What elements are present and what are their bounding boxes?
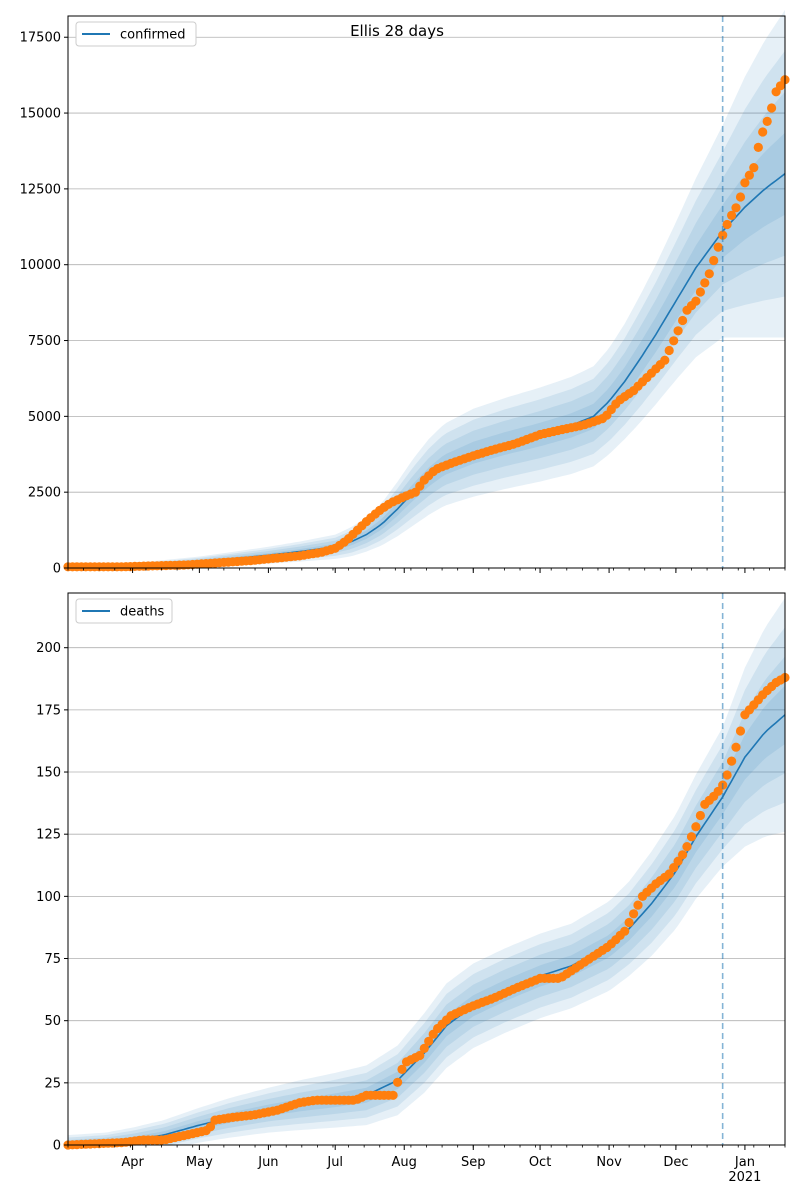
confirmed-observed-point <box>744 170 755 180</box>
deaths-observed-point <box>415 1050 425 1061</box>
deaths-observed-point <box>664 869 674 879</box>
deaths-observed-point <box>629 909 639 919</box>
deaths-observed-point <box>424 1036 434 1046</box>
deaths-legend-box <box>75 598 173 624</box>
confirmed-legend-box <box>75 21 197 47</box>
confirmed-ytick-label: 15000 <box>20 107 61 122</box>
deaths-xtick-label: May <box>186 1155 213 1170</box>
confirmed-legend: confirmed <box>75 21 197 47</box>
deaths-legend-label: deaths <box>120 605 165 620</box>
confirmed-ytick-label: 0 <box>53 562 61 577</box>
deaths-xtick-label: 2021 <box>728 1170 761 1185</box>
deaths-observed-point <box>682 842 692 852</box>
deaths-observed-point <box>722 770 732 780</box>
deaths-band-0 <box>68 598 785 1145</box>
deaths-ytick-label: 200 <box>36 641 61 656</box>
deaths-xtick-label: Jan <box>734 1155 755 1170</box>
confirmed-ytick-label: 17500 <box>20 31 61 46</box>
deaths-ytick-label: 175 <box>36 703 61 718</box>
confirmed-observed-point <box>740 178 750 188</box>
confirmed-ytick-label: 2500 <box>28 486 61 501</box>
deaths-observed-point <box>727 756 737 766</box>
deaths-observed-point <box>397 1064 407 1074</box>
deaths-observed-point <box>673 856 683 866</box>
deaths-xtick-label: Jul <box>326 1155 343 1170</box>
deaths-xtick-label: Aug <box>392 1155 417 1170</box>
confirmed-observed-point <box>722 219 732 230</box>
confirmed-observed-point <box>731 203 741 213</box>
confirmed-observed-points <box>63 75 790 572</box>
deaths-observed-point <box>624 917 634 928</box>
deaths-observed-point <box>393 1077 403 1087</box>
confirmed-observed-point <box>669 336 679 346</box>
deaths-observed-point <box>691 822 701 832</box>
deaths-observed-point <box>678 850 688 860</box>
confirmed-observed-point <box>758 127 768 137</box>
confirmed-ytick-label: 7500 <box>28 334 61 349</box>
deaths-xtick-label: Sep <box>461 1155 486 1170</box>
deaths-xtick-label: Jun <box>257 1155 278 1170</box>
confirmed-observed-point <box>735 192 746 202</box>
confirmed-band-0 <box>68 9 785 568</box>
confirmed-chart: 0 2500 5000 7500 10000 12500 15000 17500 confir… <box>20 9 790 577</box>
deaths-grid <box>68 647 785 1146</box>
confirmed-observed-point <box>762 116 772 126</box>
confirmed-band-1 <box>68 50 785 568</box>
confirmed-observed-point <box>678 315 688 326</box>
confirmed-y-axis: 0 2500 5000 7500 10000 12500 15000 17500 <box>20 31 68 577</box>
deaths-xtick-label: Oct <box>529 1155 551 1170</box>
deaths-xtick-label: Nov <box>596 1155 622 1170</box>
deaths-ytick-label: 0 <box>53 1139 61 1154</box>
confirmed-observed-point <box>749 163 759 173</box>
deaths-observed-point <box>633 900 643 910</box>
confirmed-observed-point <box>727 210 737 220</box>
deaths-ytick-label: 125 <box>36 828 61 843</box>
deaths-legend: deaths <box>75 598 173 624</box>
confirmed-observed-point <box>660 355 670 365</box>
deaths-observed-point <box>419 1043 429 1053</box>
figure-title: Ellis 28 days <box>350 22 444 40</box>
deaths-observed-point <box>388 1090 398 1100</box>
deaths-ytick-label: 100 <box>36 890 61 905</box>
confirmed-observed-point <box>691 296 701 306</box>
confirmed-x-axis <box>67 568 786 573</box>
confirmed-observed-point <box>704 269 714 279</box>
deaths-xtick-label: Dec <box>663 1155 688 1170</box>
deaths-y-axis: 0 25 50 75 100 125 150 175 200 <box>36 641 68 1154</box>
confirmed-ytick-label: 5000 <box>28 410 61 425</box>
confirmed-observed-point <box>709 255 719 266</box>
deaths-observed-point <box>669 863 679 873</box>
confirmed-observed-point <box>753 142 763 152</box>
confirmed-observed-point <box>700 278 710 288</box>
confirmed-observed-point <box>664 345 674 356</box>
confirmed-ytick-label: 12500 <box>20 182 61 197</box>
deaths-observed-point <box>620 926 630 936</box>
deaths-observed-point <box>695 810 706 821</box>
deaths-ytick-label: 150 <box>36 766 61 781</box>
deaths-observed-point <box>205 1122 216 1132</box>
deaths-observed-point <box>686 832 697 842</box>
confirmed-legend-label: confirmed <box>120 28 186 43</box>
confirmed-observed-point <box>695 287 706 297</box>
deaths-xtick-label: Apr <box>121 1155 144 1170</box>
deaths-chart: 0 25 50 75 100 125 150 175 200 Apr May Jun Jul Aug Se… <box>36 592 790 1185</box>
confirmed-observed-point <box>718 230 728 240</box>
deaths-observed-point <box>731 742 741 752</box>
confirmed-observed-point <box>673 326 683 336</box>
deaths-ytick-label: 75 <box>44 952 61 967</box>
deaths-observed-point <box>735 726 746 736</box>
confirmed-ytick-label: 10000 <box>20 258 61 273</box>
confirmed-observed-point <box>713 242 723 252</box>
deaths-ytick-label: 25 <box>44 1076 61 1091</box>
deaths-ytick-label: 50 <box>44 1014 61 1029</box>
confirmed-observed-point <box>767 103 777 113</box>
